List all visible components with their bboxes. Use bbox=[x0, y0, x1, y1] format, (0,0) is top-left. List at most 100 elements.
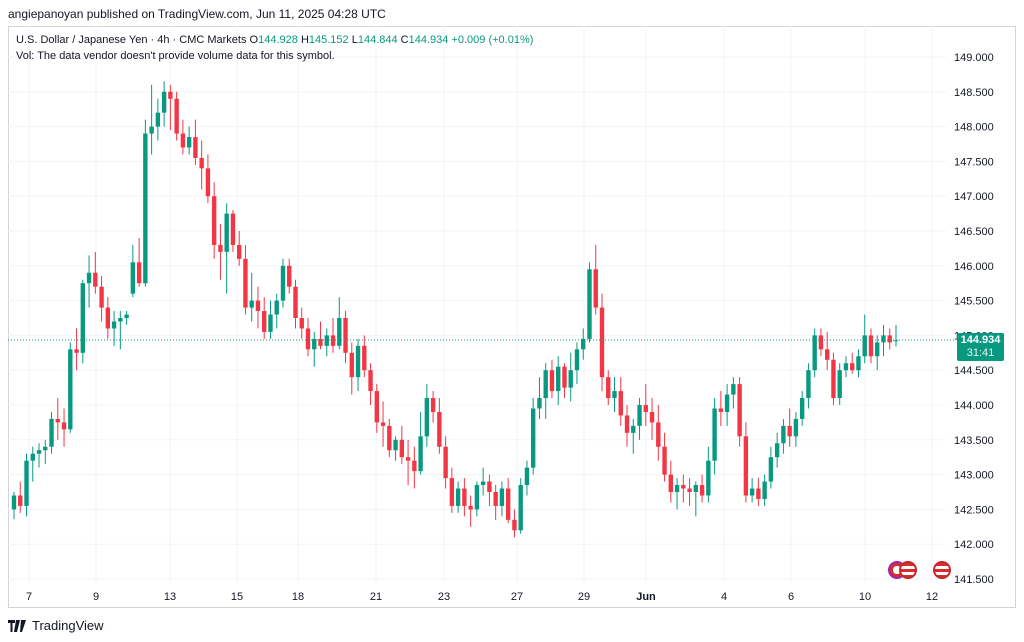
us-flag-icon[interactable] bbox=[899, 561, 917, 579]
candle-body[interactable] bbox=[287, 265, 292, 287]
candle-body[interactable] bbox=[825, 349, 830, 360]
candle-body[interactable] bbox=[280, 265, 286, 301]
candle-body[interactable] bbox=[199, 157, 204, 169]
candle-body[interactable] bbox=[493, 492, 498, 506]
footer-brand[interactable]: TradingView bbox=[32, 618, 104, 633]
candle-body[interactable] bbox=[61, 422, 67, 430]
candle-body[interactable] bbox=[68, 349, 73, 430]
candle-body[interactable] bbox=[111, 321, 117, 329]
candle-body[interactable] bbox=[743, 436, 749, 496]
candle-body[interactable] bbox=[699, 485, 705, 496]
candle-body[interactable] bbox=[893, 340, 899, 342]
candle-body[interactable] bbox=[443, 446, 448, 479]
candle-body[interactable] bbox=[374, 391, 379, 423]
candle-body[interactable] bbox=[587, 269, 592, 339]
candle-body[interactable] bbox=[224, 213, 229, 252]
candle-body[interactable] bbox=[243, 258, 248, 308]
candle-body[interactable] bbox=[337, 318, 342, 346]
candle-body[interactable] bbox=[161, 91, 167, 113]
candle-body[interactable] bbox=[274, 300, 279, 315]
candle-body[interactable] bbox=[43, 446, 48, 451]
candle-body[interactable] bbox=[268, 314, 273, 332]
candle-body[interactable] bbox=[499, 488, 505, 506]
candle-body[interactable] bbox=[618, 391, 623, 416]
candle-body[interactable] bbox=[30, 453, 35, 461]
candle-body[interactable] bbox=[412, 460, 417, 472]
candle-body[interactable] bbox=[668, 474, 673, 492]
candle-body[interactable] bbox=[781, 425, 786, 444]
candle-body[interactable] bbox=[24, 460, 29, 506]
candle-body[interactable] bbox=[562, 366, 567, 388]
candle-body[interactable] bbox=[687, 488, 692, 492]
candle-body[interactable] bbox=[474, 485, 480, 510]
candle-body[interactable] bbox=[631, 425, 636, 433]
candle-body[interactable] bbox=[662, 446, 667, 475]
candle-body[interactable] bbox=[762, 481, 767, 499]
candle-body[interactable] bbox=[837, 370, 842, 399]
candle-body[interactable] bbox=[424, 398, 430, 437]
candle-body[interactable] bbox=[831, 359, 836, 399]
candle-body[interactable] bbox=[211, 196, 217, 245]
candle-body[interactable] bbox=[574, 349, 580, 371]
legend-symbol[interactable]: U.S. Dollar / Japanese Yen · 4h · CMC Ma… bbox=[16, 34, 247, 46]
candle-body[interactable] bbox=[186, 137, 192, 148]
candle-body[interactable] bbox=[718, 408, 724, 412]
candle-body[interactable] bbox=[593, 269, 598, 308]
candle-body[interactable] bbox=[806, 370, 811, 399]
candle-body[interactable] bbox=[118, 318, 123, 322]
candle-body[interactable] bbox=[124, 314, 129, 318]
candle-body[interactable] bbox=[168, 91, 173, 99]
candle-body[interactable] bbox=[18, 495, 23, 506]
candle-body[interactable] bbox=[724, 394, 730, 412]
candle-body[interactable] bbox=[768, 457, 774, 482]
candle-body[interactable] bbox=[531, 408, 536, 468]
candle-body[interactable] bbox=[737, 384, 742, 437]
candle-body[interactable] bbox=[449, 478, 455, 506]
us-flag-icon-2[interactable] bbox=[933, 561, 951, 579]
candle-body[interactable] bbox=[293, 286, 298, 318]
candle-body[interactable] bbox=[793, 418, 799, 437]
candle-body[interactable] bbox=[324, 335, 329, 346]
candle-body[interactable] bbox=[537, 398, 542, 409]
candle-body[interactable] bbox=[49, 418, 54, 447]
candle-body[interactable] bbox=[693, 485, 699, 492]
candle-body[interactable] bbox=[299, 318, 304, 329]
candle-body[interactable] bbox=[712, 408, 717, 461]
candle-body[interactable] bbox=[656, 422, 661, 447]
candle-body[interactable] bbox=[387, 425, 392, 451]
candle-body[interactable] bbox=[568, 370, 573, 388]
candle-body[interactable] bbox=[812, 335, 817, 371]
candle-body[interactable] bbox=[455, 488, 461, 506]
candle-body[interactable] bbox=[799, 398, 805, 419]
candle-body[interactable] bbox=[362, 345, 367, 371]
candle-body[interactable] bbox=[868, 335, 874, 357]
candle-body[interactable] bbox=[237, 244, 242, 259]
candle-body[interactable] bbox=[643, 405, 648, 412]
candle-body[interactable] bbox=[581, 338, 586, 350]
candle-body[interactable] bbox=[174, 98, 179, 134]
candle-body[interactable] bbox=[262, 311, 267, 332]
candle-body[interactable] bbox=[149, 126, 154, 134]
candle-body[interactable] bbox=[136, 262, 142, 284]
candle-body[interactable] bbox=[318, 338, 323, 346]
candle-body[interactable] bbox=[249, 300, 254, 308]
candle-body[interactable] bbox=[749, 488, 755, 496]
candle-body[interactable] bbox=[599, 307, 605, 378]
candle-body[interactable] bbox=[731, 384, 736, 395]
candle-body[interactable] bbox=[399, 439, 405, 458]
candle-body[interactable] bbox=[393, 439, 398, 451]
candle-body[interactable] bbox=[349, 352, 354, 378]
candle-body[interactable] bbox=[649, 411, 655, 423]
candle-body[interactable] bbox=[487, 481, 492, 492]
candle-body[interactable] bbox=[556, 366, 561, 392]
candle-body[interactable] bbox=[468, 505, 473, 510]
candle-body[interactable] bbox=[774, 443, 780, 458]
candle-body[interactable] bbox=[681, 485, 686, 489]
candle-body[interactable] bbox=[624, 415, 630, 433]
candle-body[interactable] bbox=[130, 262, 136, 294]
candle-body[interactable] bbox=[368, 370, 373, 392]
candle-body[interactable] bbox=[74, 349, 79, 353]
candle-body[interactable] bbox=[255, 300, 261, 312]
candle-body[interactable] bbox=[606, 377, 611, 399]
candle-body[interactable] bbox=[437, 411, 442, 447]
